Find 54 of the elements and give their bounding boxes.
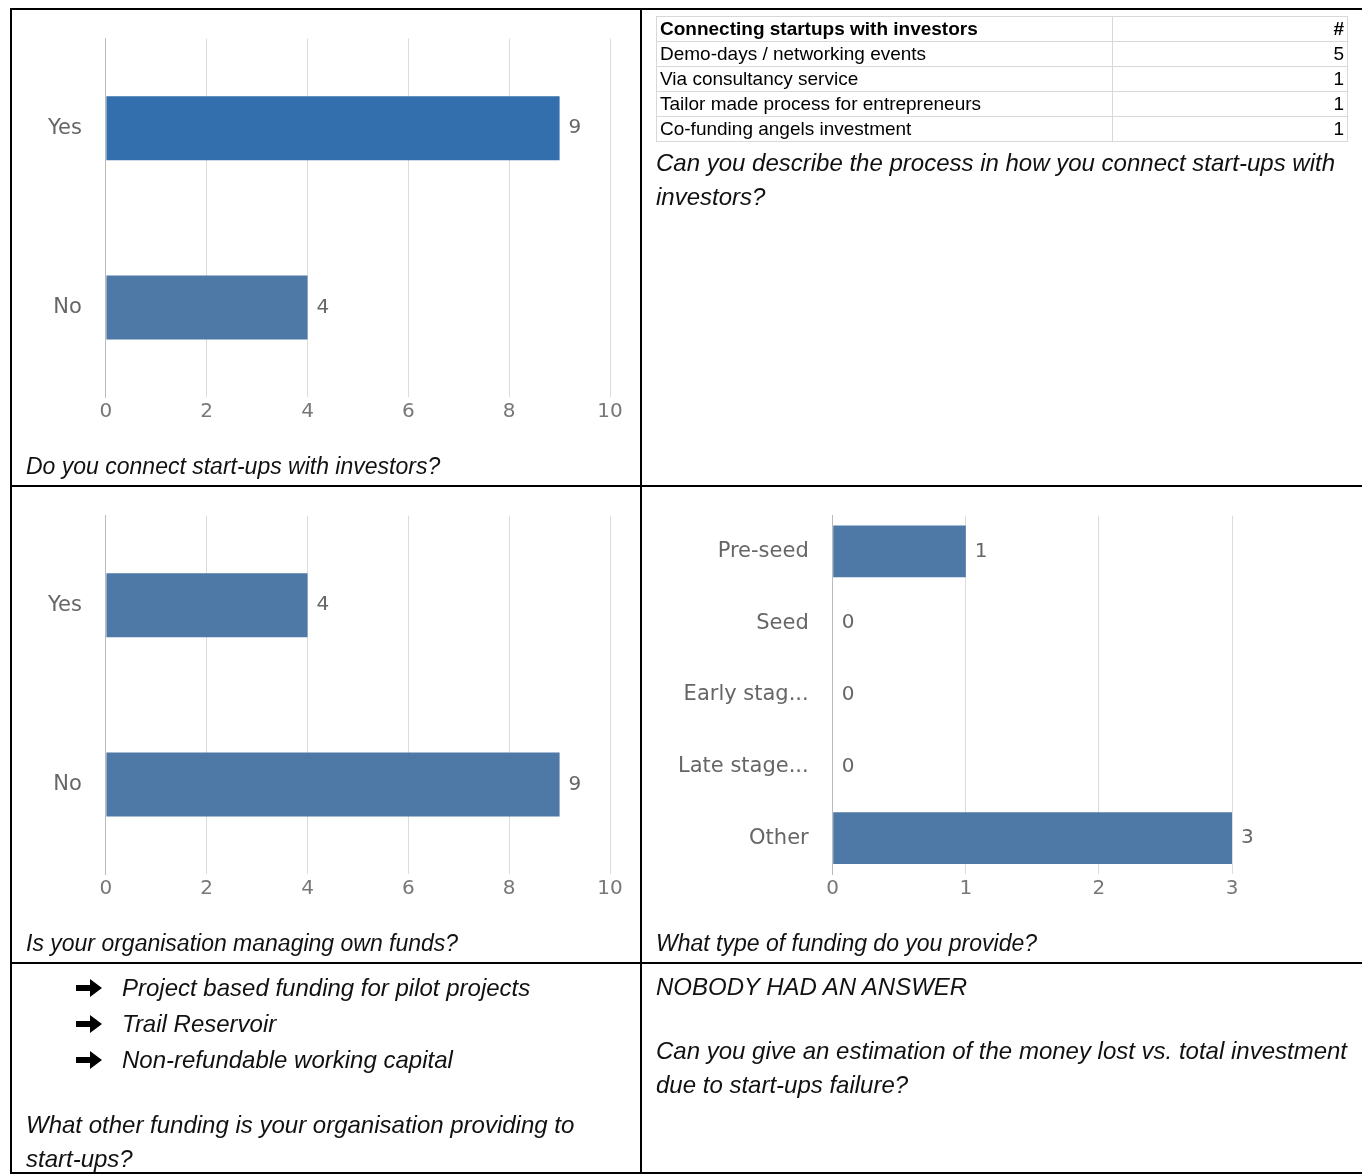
data-label: 0 <box>841 752 855 777</box>
category-label: Via consultancy service <box>656 66 1113 92</box>
x-tick-label: 2 <box>200 875 214 900</box>
data-label: 9 <box>568 114 582 139</box>
data-label: 0 <box>841 681 855 705</box>
x-tick-label: 0 <box>826 875 840 900</box>
x-tick-label: 6 <box>401 875 415 900</box>
y-tick-label: Yes <box>46 114 82 139</box>
x-tick-label: 6 <box>401 398 415 423</box>
text: # <box>1112 16 1348 42</box>
x-tick-label: 8 <box>502 875 516 900</box>
x-tick-label: 10 <box>597 875 623 900</box>
category-label: Trail Reservoir <box>121 1009 278 1039</box>
x-tick-label: 10 <box>597 398 623 423</box>
y-tick-label: Seed <box>756 609 809 634</box>
y-tick-label: Late stage... <box>678 752 809 777</box>
category-label: Project based funding for pilot projects <box>121 973 532 1003</box>
category-label: Demo-days / networking events <box>656 41 1113 67</box>
y-tick-label: No <box>53 770 82 795</box>
category-label: Tailor made process for entrepreneurs <box>656 91 1113 117</box>
x-tick-label: 4 <box>301 398 314 423</box>
x-tick-label: 3 <box>1225 875 1239 900</box>
category-label: Co-funding angels investment <box>656 116 1113 142</box>
y-tick-label: Yes <box>46 591 82 616</box>
text: Can you describe the process in how you connect start-ups with investors? <box>656 148 1337 212</box>
text: Can you give an estimation of the money lost vs. total investment due to start-ups failure? <box>656 1036 1348 1100</box>
data-label: 9 <box>568 770 582 795</box>
data-label: 1 <box>974 537 988 562</box>
category-label: Non-refundable working capital <box>121 1045 455 1075</box>
x-tick-label: 8 <box>502 398 516 423</box>
text: What type of funding do you provide? <box>656 929 1038 958</box>
data-label: 4 <box>316 293 330 318</box>
x-tick-label: 2 <box>1092 875 1106 900</box>
data-label: 1 <box>1112 91 1348 117</box>
text: NOBODY HAD AN ANSWER <box>656 972 969 1002</box>
data-label: 4 <box>316 591 330 616</box>
x-tick-label: 4 <box>301 875 314 900</box>
x-tick-label: 1 <box>959 875 973 900</box>
y-tick-label: Pre-seed <box>717 537 809 562</box>
text: Connecting startups with investors <box>656 16 1113 42</box>
data-label: 3 <box>1241 824 1254 849</box>
text: Is your organisation managing own funds? <box>26 929 459 958</box>
data-label: 5 <box>1112 41 1348 67</box>
data-label: 1 <box>1112 116 1348 142</box>
data-label: 1 <box>1112 66 1348 92</box>
text: What other funding is your organisation providing to start-ups? <box>26 1110 576 1174</box>
y-tick-label: Early stag... <box>683 681 809 706</box>
text: Do you connect start-ups with investors? <box>26 452 441 481</box>
y-tick-label: Other <box>749 824 810 849</box>
y-tick-label: No <box>53 293 82 318</box>
x-tick-label: 2 <box>200 398 214 423</box>
x-tick-label: 0 <box>99 875 113 900</box>
data-label: 0 <box>841 609 855 634</box>
x-tick-label: 0 <box>99 398 113 423</box>
